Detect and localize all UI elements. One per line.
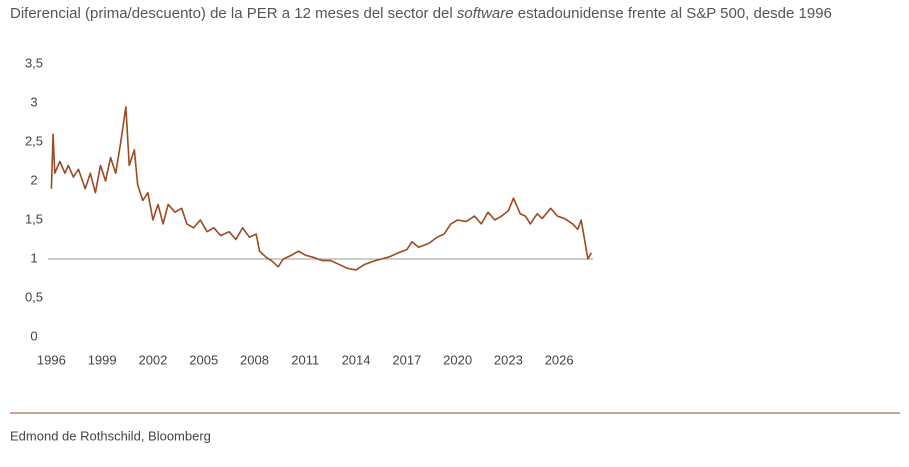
x-tick-label: 2020: [443, 352, 472, 367]
y-tick-label: 3,5: [25, 55, 43, 70]
x-tick-label: 2017: [392, 352, 421, 367]
y-tick-label: 0: [30, 328, 37, 343]
x-tick-label: 2011: [291, 352, 319, 367]
y-tick-label: 3: [30, 94, 37, 109]
y-tick-label: 0,5: [25, 289, 43, 304]
x-tick-label: 2008: [240, 352, 269, 367]
y-tick-label: 2: [30, 172, 37, 187]
x-tick-label: 2002: [138, 352, 167, 367]
source: Edmond de Rothschild, Bloomberg: [10, 428, 211, 443]
x-tick-label: 2026: [545, 352, 574, 367]
title-part: estadounidense frente al S&P 500, desde …: [514, 5, 832, 22]
y-tick-label: 1: [30, 250, 37, 265]
title-part: Diferencial (prima/descuento) de la PER …: [10, 5, 457, 22]
x-tick-label: 1999: [88, 352, 117, 367]
x-tick-label: 1996: [37, 352, 66, 367]
x-tick-label: 2023: [494, 352, 523, 367]
title-part: software: [457, 5, 514, 22]
y-tick-label: 1,5: [25, 211, 43, 226]
x-tick-label: 2005: [189, 352, 218, 367]
chart-title: Diferencial (prima/descuento) de la PER …: [10, 5, 832, 22]
data-line: [50, 106, 593, 271]
y-tick-label: 2,5: [25, 133, 43, 148]
x-tick-label: 2014: [342, 352, 371, 367]
